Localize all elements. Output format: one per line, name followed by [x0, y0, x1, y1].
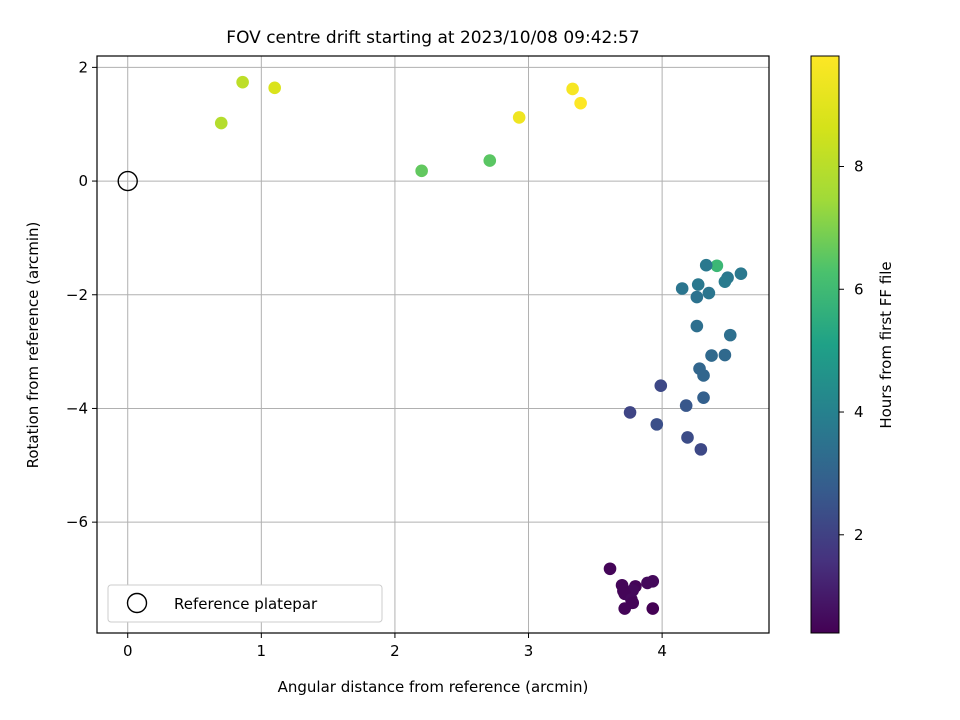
x-tick-label: 3 — [524, 642, 534, 660]
legend-box — [107, 584, 383, 623]
data-point — [710, 259, 724, 273]
data-point — [646, 602, 660, 615]
data-point — [654, 379, 668, 393]
data-point — [681, 431, 694, 444]
colorbar-tick-label: 6 — [854, 280, 864, 298]
data-point — [236, 75, 249, 89]
reference-point-marker — [117, 170, 138, 192]
data-point — [214, 116, 228, 130]
data-point — [268, 81, 281, 95]
data-point — [618, 602, 632, 615]
data-points — [117, 75, 748, 615]
x-axis-ticks: 0 1 2 3 4 — [123, 633, 667, 660]
x-tick-label: 0 — [123, 642, 133, 660]
data-point — [734, 267, 748, 281]
colorbar-tick-label: 4 — [854, 403, 864, 421]
x-tick-label: 2 — [390, 642, 400, 660]
legend: Reference platepar — [107, 584, 383, 623]
x-tick-label: 1 — [257, 642, 267, 660]
y-tick-label: −6 — [66, 513, 88, 531]
y-tick-label: −2 — [66, 286, 88, 304]
data-point — [483, 154, 497, 167]
data-point — [623, 406, 637, 419]
colorbar-ticks: 2 4 6 8 — [839, 157, 864, 544]
data-point — [574, 96, 587, 110]
data-point — [718, 275, 732, 288]
y-axis-ticks: 2 0 −2 −4 −6 — [66, 58, 97, 531]
data-point — [697, 369, 710, 382]
x-tick-label: 4 — [657, 642, 667, 660]
data-point — [512, 111, 526, 124]
data-point — [694, 443, 708, 456]
y-axis-label: Rotation from reference (arcmin) — [24, 222, 42, 469]
chart-title: FOV centre drift starting at 2023/10/08 … — [226, 28, 639, 48]
data-point — [697, 391, 710, 404]
data-point — [690, 319, 704, 333]
legend-marker — [126, 592, 148, 614]
plot-frame — [96, 55, 770, 634]
y-tick-label: −4 — [66, 399, 88, 417]
colorbar: 2 4 6 8 Hours from first FF file — [810, 55, 895, 634]
legend-label: Reference platepar — [174, 595, 318, 613]
data-point — [679, 399, 693, 412]
data-point — [675, 282, 689, 295]
data-point — [699, 258, 713, 272]
data-point — [702, 286, 716, 300]
data-point — [705, 349, 718, 362]
colorbar-gradient — [810, 55, 840, 634]
data-point — [603, 562, 617, 576]
data-point — [690, 290, 704, 304]
y-tick-label: 0 — [78, 172, 88, 190]
colorbar-label: Hours from first FF file — [877, 261, 895, 428]
data-point — [641, 576, 654, 590]
data-point — [723, 328, 737, 342]
data-point — [691, 278, 705, 291]
grid — [97, 56, 769, 633]
y-tick-label: 2 — [78, 58, 88, 76]
colorbar-tick-label: 2 — [854, 526, 864, 544]
data-point — [415, 164, 428, 178]
x-axis-label: Angular distance from reference (arcmin) — [278, 678, 589, 696]
colorbar-tick-label: 8 — [854, 157, 864, 175]
data-point — [650, 418, 664, 431]
data-point — [566, 82, 579, 96]
data-point — [718, 348, 732, 362]
